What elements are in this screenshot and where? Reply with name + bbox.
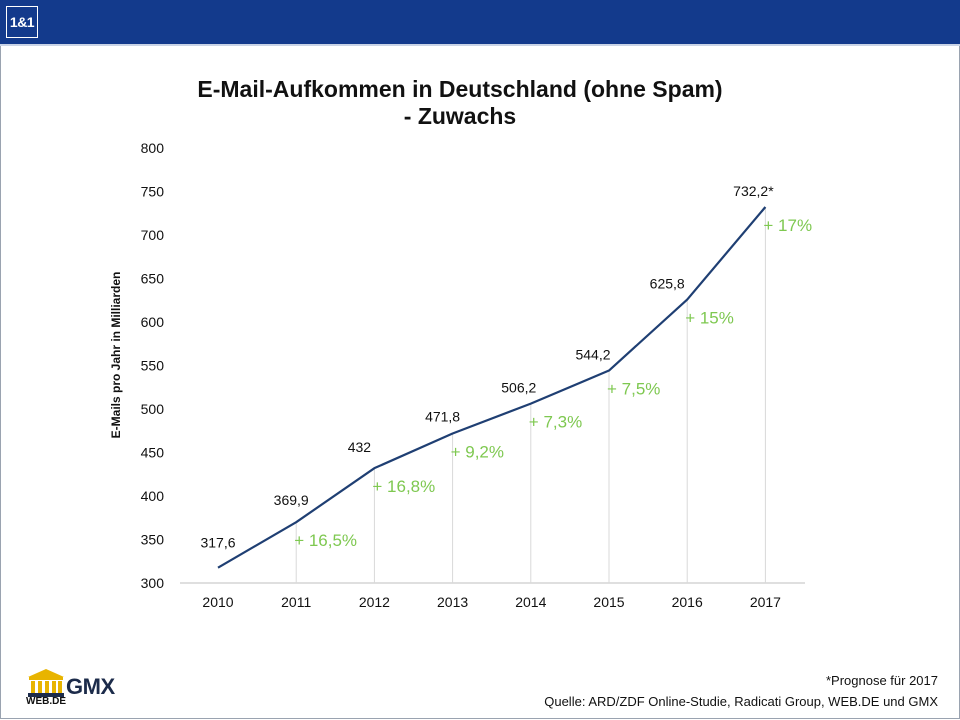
y-tick-label: 350 xyxy=(141,532,165,548)
y-tick-label: 800 xyxy=(141,140,165,156)
brand-logo: 1&1 xyxy=(6,6,38,38)
growth-label: + 16,8% xyxy=(372,477,435,496)
data-label: 369,9 xyxy=(274,492,309,508)
x-tick-label: 2011 xyxy=(281,594,311,610)
data-label: 544,2 xyxy=(575,347,610,363)
data-label: 432 xyxy=(348,439,372,455)
x-tick-label: 2014 xyxy=(515,594,546,610)
x-tick-label: 2010 xyxy=(202,594,233,610)
growth-label: + 7,3% xyxy=(529,413,582,432)
growth-label: + 9,2% xyxy=(451,443,504,462)
data-label: 317,6 xyxy=(200,535,235,551)
x-tick-label: 2012 xyxy=(359,594,390,610)
header-bar: 1&1 xyxy=(0,0,960,44)
x-tick-label: 2015 xyxy=(593,594,624,610)
source-note: Quelle: ARD/ZDF Online-Studie, Radicati … xyxy=(544,694,938,709)
growth-label: + 7,5% xyxy=(607,380,660,399)
footnote: *Prognose für 2017 xyxy=(825,673,938,688)
chart-title-line1: E-Mail-Aufkommen in Deutschland (ohne Sp… xyxy=(197,76,723,102)
x-tick-label: 2013 xyxy=(437,594,468,610)
data-label: 732,2* xyxy=(733,183,774,199)
growth-label: + 15% xyxy=(685,309,734,328)
series-line xyxy=(217,206,767,569)
growth-label: + 17% xyxy=(763,216,812,235)
webde-building-icon xyxy=(28,669,64,697)
y-tick-label: 600 xyxy=(141,314,165,330)
y-tick-label: 400 xyxy=(141,488,165,504)
partner-logo: GMX WEB.DE xyxy=(26,666,122,712)
y-tick-label: 750 xyxy=(141,184,165,200)
data-label: 625,8 xyxy=(650,276,685,292)
y-tick-label: 500 xyxy=(141,401,165,417)
chart-subtitle: - Zuwachs xyxy=(403,103,517,129)
y-tick-label: 300 xyxy=(141,575,165,591)
chart-title: E-Mail-Aufkommen in Deutschland (ohne Sp… xyxy=(160,76,760,130)
x-tick-label: 2017 xyxy=(750,594,781,610)
y-tick-label: 700 xyxy=(141,227,165,243)
webde-logo-text: WEB.DE xyxy=(26,696,66,707)
y-tick-label: 550 xyxy=(141,358,165,374)
gmx-logo-text: GMX xyxy=(66,674,115,699)
x-tick-label: 2016 xyxy=(672,594,703,610)
growth-label: + 16,5% xyxy=(294,531,357,550)
data-label: 506,2 xyxy=(501,380,536,396)
header-divider xyxy=(0,44,960,46)
y-tick-label: 650 xyxy=(141,271,165,287)
data-label: 471,8 xyxy=(425,409,460,425)
y-tick-label: 450 xyxy=(141,445,165,461)
